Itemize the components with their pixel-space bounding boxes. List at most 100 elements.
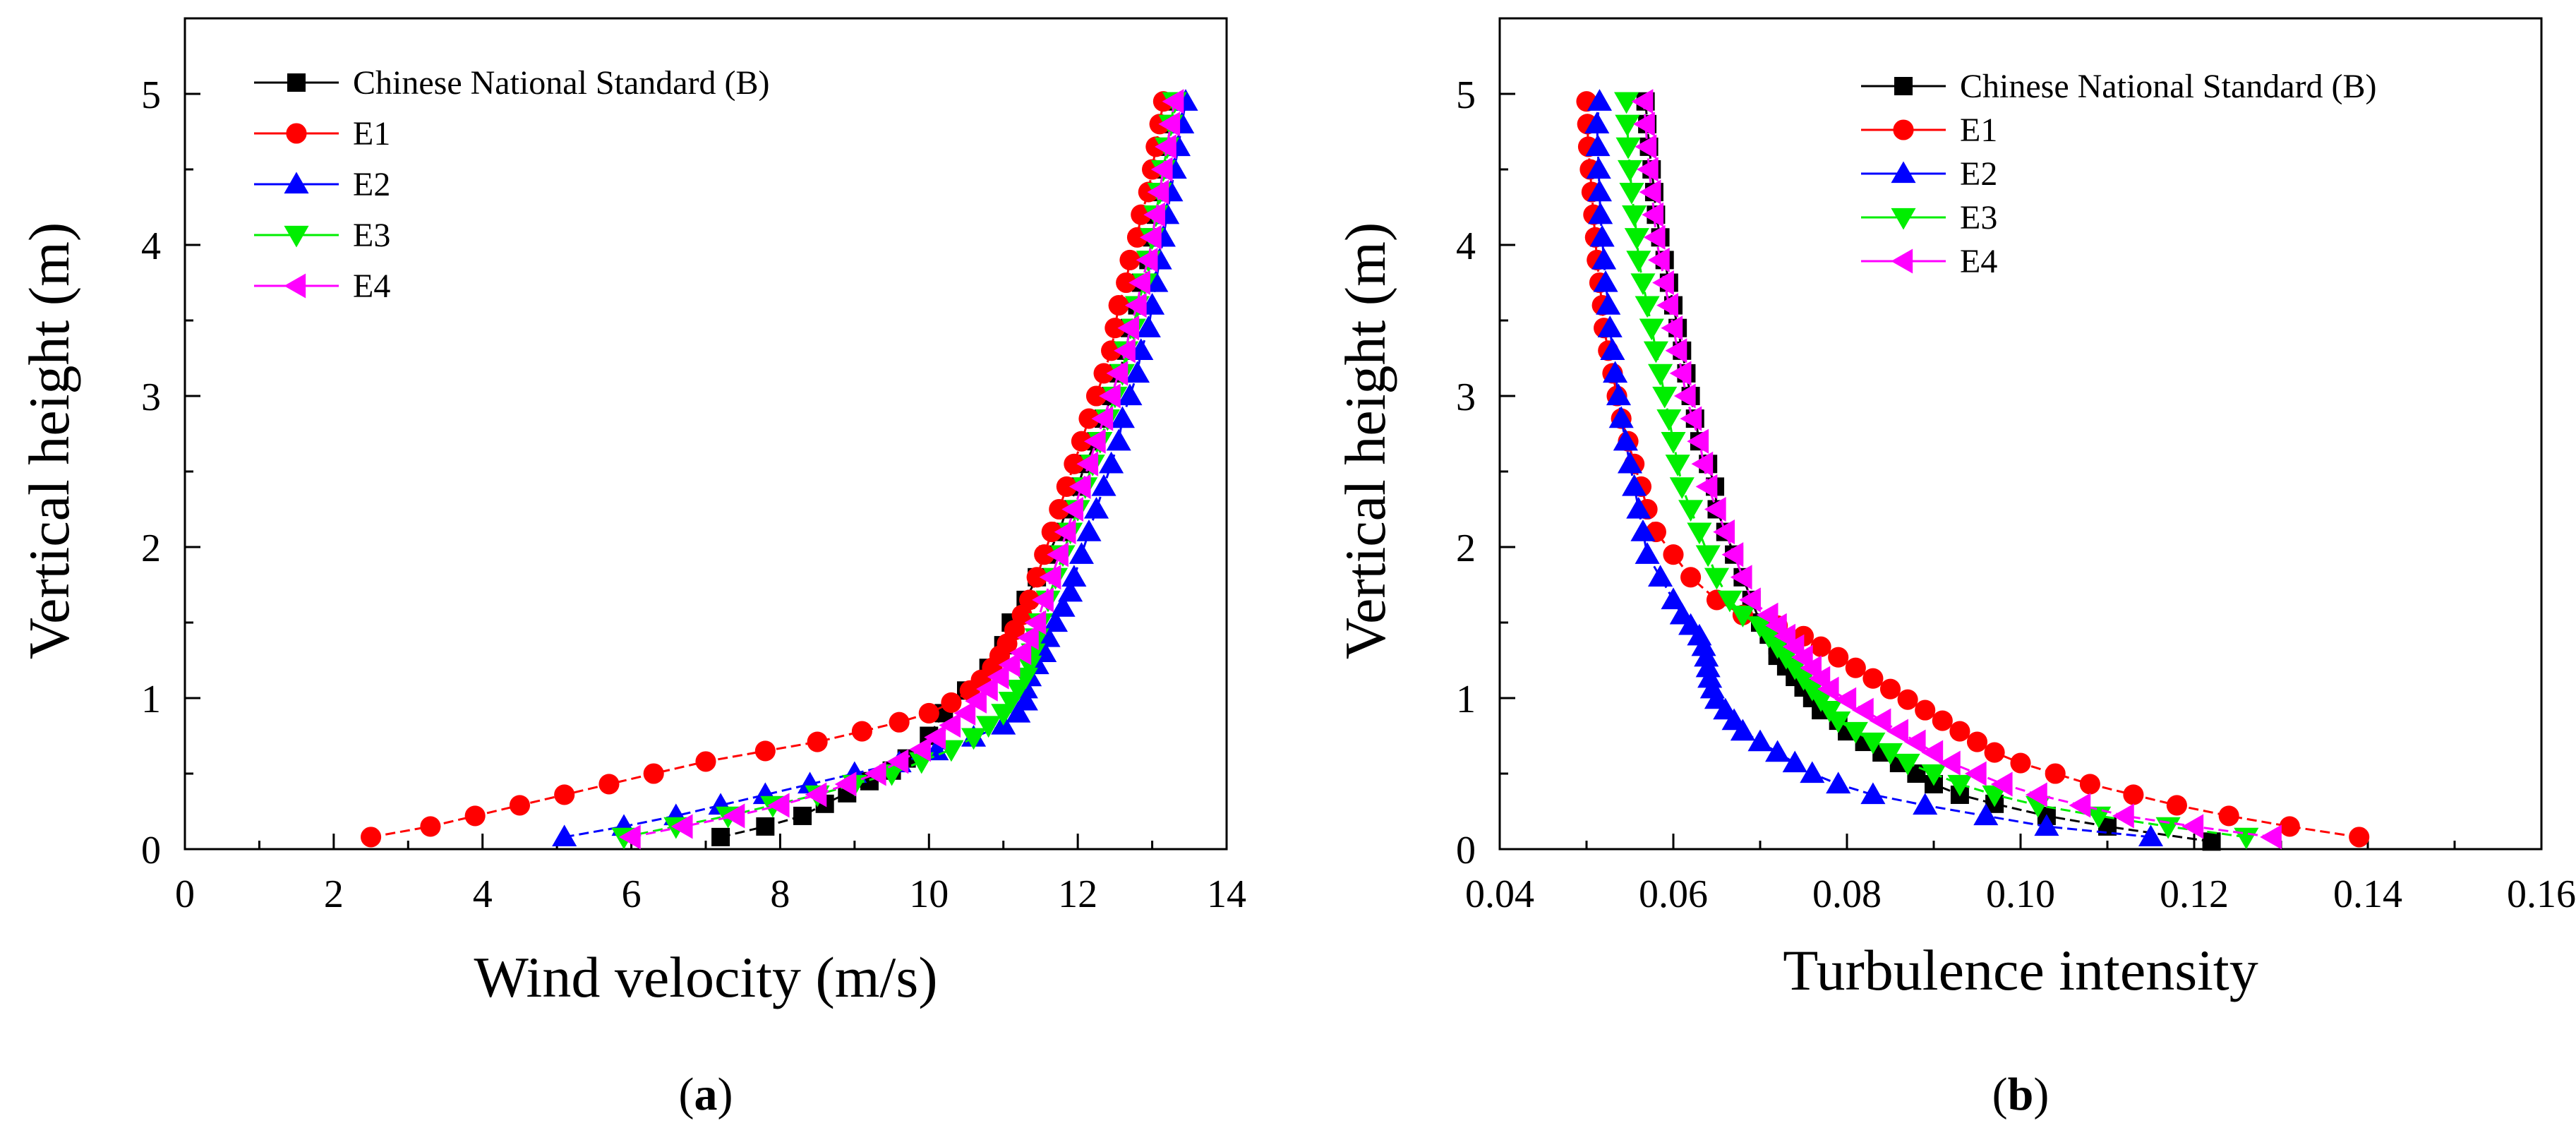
data-point [1730, 606, 1755, 627]
data-point [805, 782, 827, 807]
legend-label: E4 [1960, 243, 1997, 280]
data-point [953, 700, 976, 726]
data-point [1109, 406, 1135, 428]
y-tick-label: 5 [141, 73, 161, 117]
data-point [2234, 827, 2259, 850]
data-point [1652, 386, 1678, 409]
legend-marker [1891, 161, 1916, 184]
legend-marker [284, 273, 306, 299]
y-tick-label: 0 [141, 829, 161, 872]
legend-marker [286, 123, 307, 144]
data-point [1026, 567, 1047, 588]
data-point [1782, 750, 1807, 773]
data-point [1106, 361, 1128, 386]
data-point [1643, 341, 1668, 364]
x-tick-label: 4 [473, 872, 493, 916]
data-point [754, 740, 776, 762]
data-point [1717, 590, 1743, 613]
data-point [2026, 782, 2047, 807]
data-point [1069, 474, 1091, 499]
x-tick-label: 12 [1058, 872, 1097, 916]
data-point [1635, 296, 1660, 318]
data-point [1078, 408, 1100, 429]
data-point [1076, 520, 1102, 541]
legend-marker [1894, 77, 1913, 95]
data-point [2010, 752, 2031, 774]
data-point [987, 664, 1009, 690]
x-tick-label: 2 [324, 872, 344, 916]
data-point [1665, 338, 1687, 364]
panel-label-open: ( [1992, 1069, 2008, 1120]
data-point [1117, 316, 1140, 341]
data-point [2260, 824, 2282, 850]
data-point [1615, 137, 1641, 160]
data-point [1155, 134, 1176, 160]
data-point [2112, 803, 2134, 829]
data-point [1680, 567, 1702, 588]
data-point [1106, 428, 1131, 451]
data-point [1041, 522, 1062, 543]
legend-label: Chinese National Standard (B) [1960, 68, 2377, 105]
series-chinese-national-standard-b- [1636, 92, 2221, 851]
data-point [1076, 451, 1099, 476]
data-point [723, 803, 745, 829]
data-point [509, 795, 530, 816]
data-point [1949, 721, 1970, 742]
data-point [1895, 753, 1920, 776]
y-tick-label: 3 [1456, 376, 1476, 419]
data-point [1083, 428, 1106, 454]
data-point [1085, 385, 1107, 407]
data-point [670, 814, 693, 839]
data-point [1069, 542, 1094, 564]
data-point [1984, 742, 2005, 763]
data-point [1588, 202, 1613, 224]
x-tick-label: 0.12 [2160, 872, 2229, 916]
data-point [1114, 338, 1136, 364]
data-point [1626, 251, 1651, 272]
y-tick-label: 2 [1456, 527, 1476, 570]
data-point [1039, 565, 1061, 590]
data-point [965, 688, 987, 714]
data-point [1691, 451, 1714, 476]
data-point [1897, 689, 1918, 710]
data-point [1124, 293, 1147, 318]
data-point [1680, 406, 1702, 431]
data-point [1747, 616, 1773, 638]
data-point [2079, 774, 2100, 795]
data-point [1050, 595, 1076, 617]
data-point [1158, 112, 1181, 137]
data-point [1845, 657, 1866, 678]
data-point [1034, 544, 1055, 565]
x-tick-label: 0.16 [2507, 872, 2576, 916]
data-point [1669, 602, 1695, 625]
data-point [1054, 520, 1076, 545]
data-point [1603, 361, 1628, 383]
data-point [2279, 816, 2300, 837]
data-point [464, 805, 486, 827]
data-point [1661, 316, 1683, 341]
data-point [1035, 625, 1061, 647]
data-point [1663, 544, 1684, 565]
data-point [1615, 114, 1640, 137]
data-point [1587, 179, 1612, 202]
legend-marker [284, 225, 309, 248]
y-axis-title: Vertical height (m) [1333, 222, 1397, 659]
x-tick-label: 8 [770, 872, 790, 916]
data-point [886, 749, 909, 774]
chart-panel-b: 0.04 0.06 0.08 0.10 0.12 0.14 0.16 0 1 2 3 4 5 Turbul… [1333, 17, 2576, 1120]
x-tick-label: 6 [622, 872, 642, 916]
data-point [1009, 640, 1032, 666]
data-point [1108, 295, 1129, 316]
legend-label: E1 [1960, 112, 1997, 149]
data-point [918, 702, 939, 723]
data-point [1903, 729, 1926, 755]
data-point [2218, 805, 2239, 827]
series-e2 [1584, 89, 2164, 847]
panel-label: (b) [1992, 1069, 2050, 1120]
legend-label: E3 [1960, 199, 1997, 236]
data-point [939, 712, 961, 738]
data-point [1810, 636, 1831, 657]
data-point [1622, 474, 1647, 496]
x-tick-label: 0.14 [2333, 872, 2402, 916]
y-axis-title: Vertical height (m) [17, 222, 81, 659]
